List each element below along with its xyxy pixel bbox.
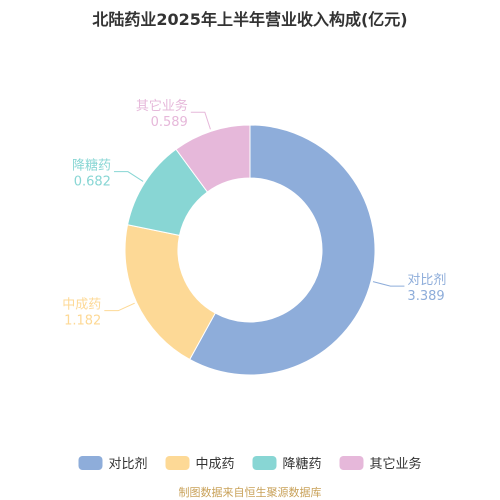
slice-value-2: 0.682 xyxy=(74,175,111,190)
legend-swatch-2 xyxy=(252,456,277,470)
legend-label-1: 中成药 xyxy=(196,457,235,472)
slice-label-2: 降糖药 xyxy=(72,158,111,174)
legend-swatch-0 xyxy=(78,456,103,470)
slice-0 xyxy=(189,124,376,376)
legend-label-3: 其它业务 xyxy=(370,456,422,472)
slice-value-0: 3.389 xyxy=(407,289,444,304)
leader-line-1 xyxy=(104,302,135,312)
slice-value-1: 1.182 xyxy=(64,314,101,329)
legend-swatch-3 xyxy=(339,456,364,470)
legend-swatch-1 xyxy=(165,456,190,470)
slice-label-1: 中成药 xyxy=(62,298,101,313)
chart-title: 北陆药业2025年上半年营业收入构成(亿元) xyxy=(92,10,408,29)
legend-label-2: 降糖药 xyxy=(283,456,322,472)
legend-item-0[interactable]: 对比剂 xyxy=(78,456,148,472)
legend-item-2[interactable]: 降糖药 xyxy=(252,456,322,472)
legend-item-1[interactable]: 中成药 xyxy=(165,456,235,472)
slice-label-0: 对比剂 xyxy=(407,273,446,288)
legend-item-3[interactable]: 其它业务 xyxy=(339,456,422,472)
legend-label-0: 对比剂 xyxy=(109,457,148,472)
source-note: 制图数据来自恒生聚源数据库 xyxy=(178,486,322,499)
slice-1 xyxy=(124,224,216,361)
slice-3 xyxy=(175,124,251,193)
leader-line-2 xyxy=(113,171,144,182)
slice-value-3: 0.589 xyxy=(151,115,188,130)
leader-line-0 xyxy=(372,281,405,287)
slice-label-3: 其它业务 xyxy=(136,98,188,114)
leader-line-3 xyxy=(190,111,211,130)
